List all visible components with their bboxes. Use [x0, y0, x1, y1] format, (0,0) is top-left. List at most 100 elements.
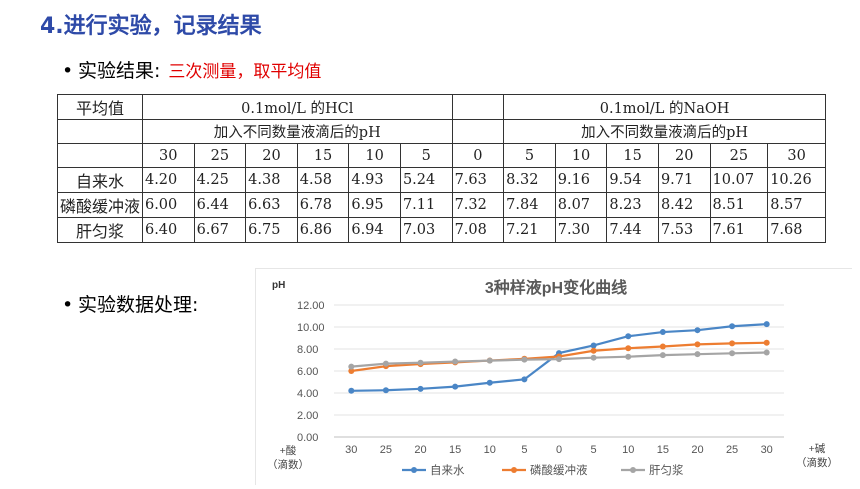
value-cell: 7.08: [451, 217, 505, 243]
value-cell: 7.30: [554, 217, 608, 243]
chart-container: 3种样液pH变化曲线 pH 0.00 2.00 4.00 6.00 8.00 10.00 1…: [255, 268, 852, 485]
data-point: [659, 343, 666, 350]
hcl-subtitle: 加入不同数量液滴后的pH: [141, 119, 453, 144]
value-cell: 6.75: [245, 217, 298, 243]
hcl-title: 0.1mol/L 的HCl: [141, 94, 453, 120]
value-cell: 10.26: [767, 167, 826, 193]
naoh-subtitle: 加入不同数量液滴后的pH: [503, 119, 826, 144]
y-tick-label: 12.00: [297, 300, 325, 312]
value-cell: 7.44: [606, 217, 659, 243]
slide-heading: 4.进行实验，记录结果: [40, 14, 262, 39]
chart-legend: 自来水 磷酸缓冲液 肝匀浆: [402, 463, 684, 477]
data-point: [590, 347, 597, 354]
y-tick-label: 0.00: [297, 432, 318, 444]
table-row: 自来水 4.20 4.25 4.38 4.58 4.93 5.24 7.63 8.32 9.16…: [57, 167, 826, 193]
value-cell: 6.86: [296, 217, 350, 243]
x-tick-label: 10: [484, 444, 496, 456]
drop-count-cell: 10: [554, 143, 608, 168]
legend-label: 磷酸缓冲液: [530, 463, 588, 477]
y-axis-label: pH: [272, 280, 285, 291]
table-row: 肝匀浆 6.40 6.67 6.75 6.86 6.94 7.03 7.08 7.21 7.30…: [57, 217, 826, 243]
value-cell: 6.40: [141, 217, 195, 243]
value-cell: 4.20: [141, 167, 195, 193]
data-point: [763, 321, 770, 328]
data-point: [659, 329, 666, 336]
x-tick-label: 0: [556, 444, 562, 456]
data-point: [417, 385, 424, 392]
value-cell: 4.58: [296, 167, 350, 193]
x-tick-labels: 30 25 20 15 10 5 0 5 10 15 20 25 30: [345, 444, 773, 456]
data-point: [382, 387, 389, 394]
drop-count-cell: 5: [503, 143, 556, 168]
x-tick-label: 25: [380, 444, 392, 456]
bullet-processing: • 实验数据处理:: [62, 290, 198, 317]
x-tick-label: 20: [691, 444, 703, 456]
data-point: [521, 356, 528, 363]
value-cell: 6.94: [348, 217, 401, 243]
table-drops-row: 30 25 20 15 10 5 0 5 10 15 20 25 30: [57, 143, 826, 168]
data-point: [625, 353, 632, 360]
data-point: [348, 363, 355, 370]
value-cell: 8.57: [767, 192, 826, 218]
value-cell: 8.23: [606, 192, 659, 218]
bullet-results: • 实验结果: 三次测量，取平均值: [62, 56, 321, 83]
value-cell: 9.54: [606, 167, 659, 193]
y-tick-label: 10.00: [297, 322, 325, 334]
value-cell: 7.68: [767, 217, 826, 243]
value-cell: 6.63: [245, 192, 298, 218]
y-tick-label: 4.00: [297, 388, 318, 400]
data-point: [694, 327, 701, 334]
value-cell: 7.53: [657, 217, 711, 243]
data-point: [486, 379, 493, 386]
table-row: 磷酸缓冲液 6.00 6.44 6.63 6.78 6.95 7.11 7.32 7.84 8.…: [57, 192, 826, 218]
value-cell: 4.38: [245, 167, 298, 193]
table-header-row-1: 平均值 0.1mol/L 的HCl 0.1mol/L 的NaOH: [57, 94, 826, 120]
drop-count-cell: 15: [606, 143, 659, 168]
row-label: 肝匀浆: [57, 217, 143, 243]
value-cell: 8.07: [554, 192, 608, 218]
drop-count-cell: 30: [141, 143, 195, 168]
bullet-dot: •: [62, 60, 74, 82]
drop-count-cell: 25: [709, 143, 769, 168]
data-point: [729, 323, 736, 330]
legend-label: 自来水: [430, 464, 465, 477]
x-tick-label: 25: [726, 444, 738, 456]
y-tick-label: 6.00: [297, 366, 318, 378]
data-point: [382, 360, 389, 367]
value-cell: 4.93: [348, 167, 401, 193]
value-cell: 6.67: [193, 217, 247, 243]
x-tick-label: 5: [591, 444, 597, 456]
drop-count-cell: 30: [767, 143, 826, 168]
x-tick-label: 10: [622, 444, 634, 456]
ph-line-chart: 3种样液pH变化曲线 pH 0.00 2.00 4.00 6.00 8.00 10.00 1…: [267, 278, 838, 477]
value-cell: 9.71: [657, 167, 711, 193]
results-table: 平均值 0.1mol/L 的HCl 0.1mol/L 的NaOH 加入不同数量液…: [57, 94, 826, 243]
drop-count-cell: 10: [348, 143, 401, 168]
y-tick-label: 8.00: [297, 344, 318, 356]
data-point: [625, 333, 632, 340]
data-point: [452, 383, 459, 390]
y-tick-label: 2.00: [297, 410, 318, 422]
value-cell: 6.00: [141, 192, 195, 218]
empty-cell: [57, 143, 143, 168]
empty-cell: [57, 119, 143, 144]
drop-count-cell: 5: [399, 143, 453, 168]
chart-title: 3种样液pH变化曲线: [485, 278, 627, 297]
value-cell: 6.78: [296, 192, 350, 218]
row-label: 自来水: [57, 167, 143, 193]
data-point: [590, 354, 597, 361]
bullet-processing-label: 实验数据处理:: [78, 294, 199, 316]
value-cell: 4.25: [193, 167, 247, 193]
data-point: [694, 351, 701, 358]
data-point: [729, 350, 736, 357]
value-cell: 8.51: [709, 192, 769, 218]
data-point: [556, 356, 562, 363]
value-cell: 5.24: [399, 167, 453, 193]
data-point: [521, 376, 528, 383]
value-cell: 6.95: [348, 192, 401, 218]
x-left-unit: （滴数）: [267, 458, 309, 471]
drop-count-cell: 20: [657, 143, 711, 168]
x-left-label: +酸: [280, 444, 297, 457]
value-cell: 8.42: [657, 192, 711, 218]
data-point: [694, 341, 701, 348]
